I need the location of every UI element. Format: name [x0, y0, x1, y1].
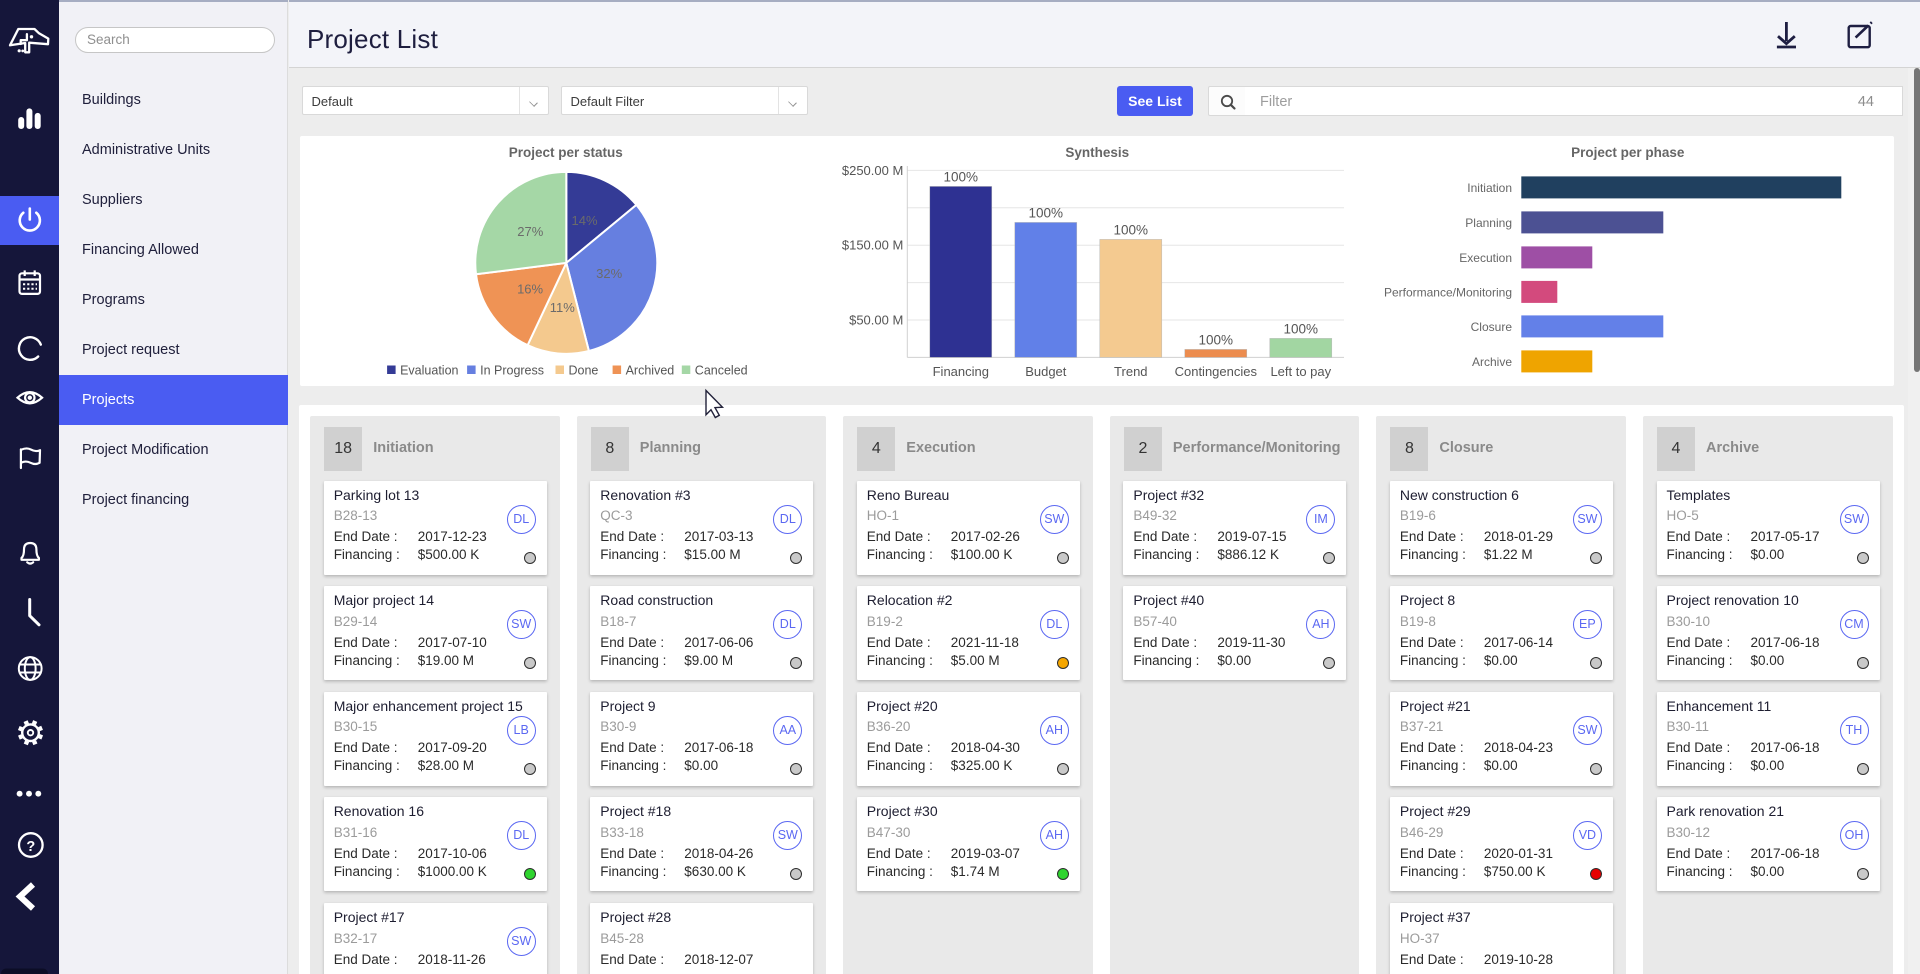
svg-text:11%: 11%	[549, 299, 574, 314]
svg-text:100%: 100%	[1113, 222, 1148, 237]
svg-text:100%: 100%	[943, 169, 978, 184]
svg-text:32%: 32%	[596, 265, 622, 280]
svg-text:Project per status: Project per status	[508, 145, 622, 160]
svg-text:100%: 100%	[1198, 332, 1233, 347]
svg-text:Left to pay: Left to pay	[1270, 364, 1331, 379]
svg-text:Synthesis: Synthesis	[1065, 145, 1129, 160]
svg-text:$250.00 M: $250.00 M	[841, 162, 902, 177]
svg-text:100%: 100%	[1283, 321, 1318, 336]
svg-text:27%: 27%	[517, 223, 543, 238]
svg-text:16%: 16%	[517, 281, 543, 296]
svg-text:Financing: Financing	[932, 364, 988, 379]
svg-text:Archive: Archive	[1471, 354, 1511, 368]
svg-text:Archived: Archived	[625, 363, 674, 377]
svg-text:Budget: Budget	[1025, 364, 1067, 379]
svg-text:100%: 100%	[1028, 205, 1063, 220]
svg-text:Contingencies: Contingencies	[1174, 364, 1257, 379]
svg-text:In Progress: In Progress	[480, 363, 544, 377]
svg-text:$50.00 M: $50.00 M	[849, 312, 903, 327]
svg-text:Initiation: Initiation	[1467, 180, 1512, 194]
svg-text:Closure: Closure	[1470, 319, 1512, 333]
svg-text:?: ?	[26, 839, 35, 855]
svg-text:Evaluation: Evaluation	[400, 363, 458, 377]
svg-text:Performance/Monitoring: Performance/Monitoring	[1383, 285, 1511, 299]
svg-text:Canceled: Canceled	[694, 363, 747, 377]
svg-text:Done: Done	[568, 363, 598, 377]
svg-text:Planning: Planning	[1465, 215, 1512, 229]
svg-text:14%: 14%	[571, 212, 597, 227]
svg-text:Trend: Trend	[1114, 364, 1147, 379]
svg-text:Project per phase: Project per phase	[1571, 145, 1685, 160]
svg-text:$150.00 M: $150.00 M	[841, 237, 902, 252]
svg-text:Execution: Execution	[1459, 250, 1512, 264]
